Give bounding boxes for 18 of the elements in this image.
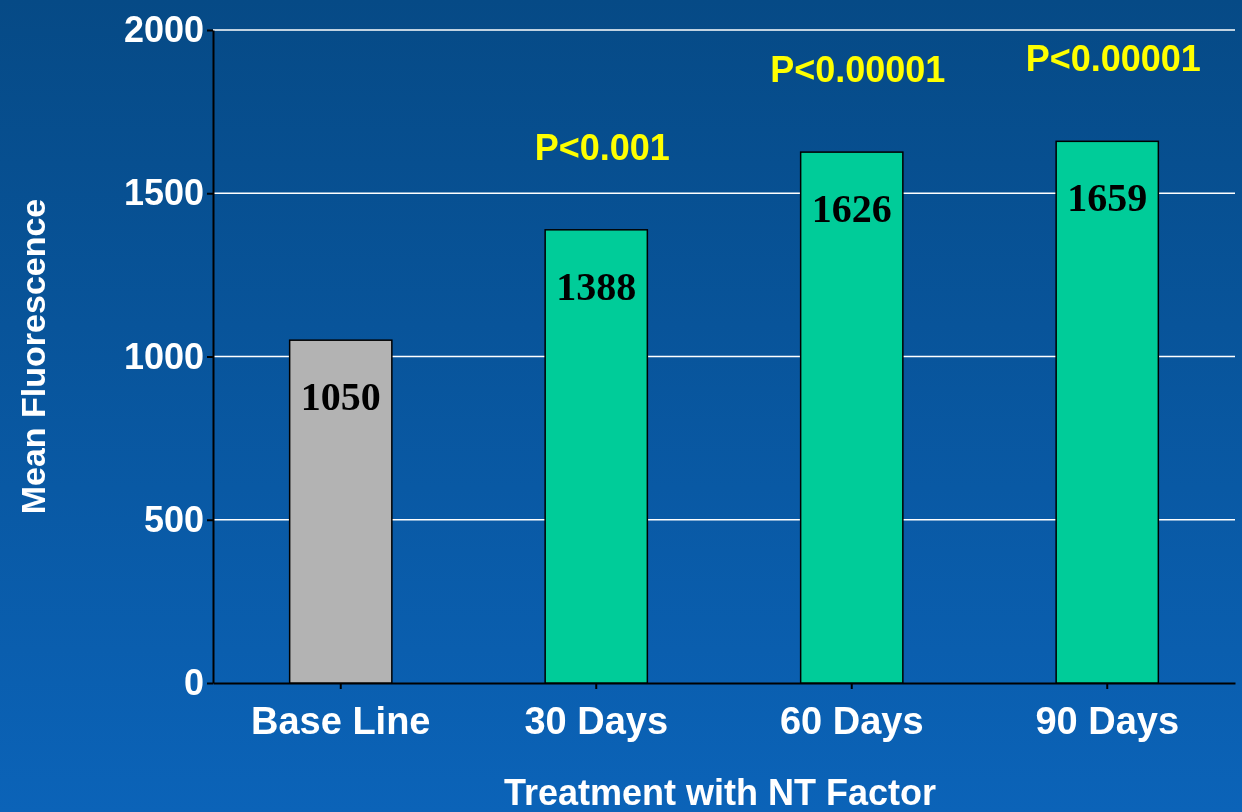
x-tick-label: Base Line	[250, 699, 431, 742]
annotation: P<0.00001	[1025, 38, 1201, 80]
y-axis-title: Mean Fluorescence	[14, 198, 52, 515]
y-tick-label: 500	[143, 498, 204, 540]
x-tick-label: 90 Days	[1035, 699, 1180, 742]
data-label: 1659	[1067, 175, 1148, 221]
x-axis-title: Treatment with NT Factor	[503, 772, 937, 812]
data-label: 1626	[811, 186, 892, 232]
annotation: P<0.00001	[770, 49, 946, 91]
y-tick-label: 1500	[123, 172, 204, 214]
y-tick-label: 2000	[123, 9, 204, 51]
data-label: 1388	[556, 263, 637, 309]
y-tick-label: 1000	[123, 335, 204, 377]
y-tick-label: 0	[183, 662, 204, 704]
x-tick-label: 30 Days	[524, 699, 669, 742]
annotation: P<0.001	[534, 126, 670, 168]
data-label: 1050	[300, 374, 381, 420]
x-tick-label: 60 Days	[779, 699, 924, 742]
